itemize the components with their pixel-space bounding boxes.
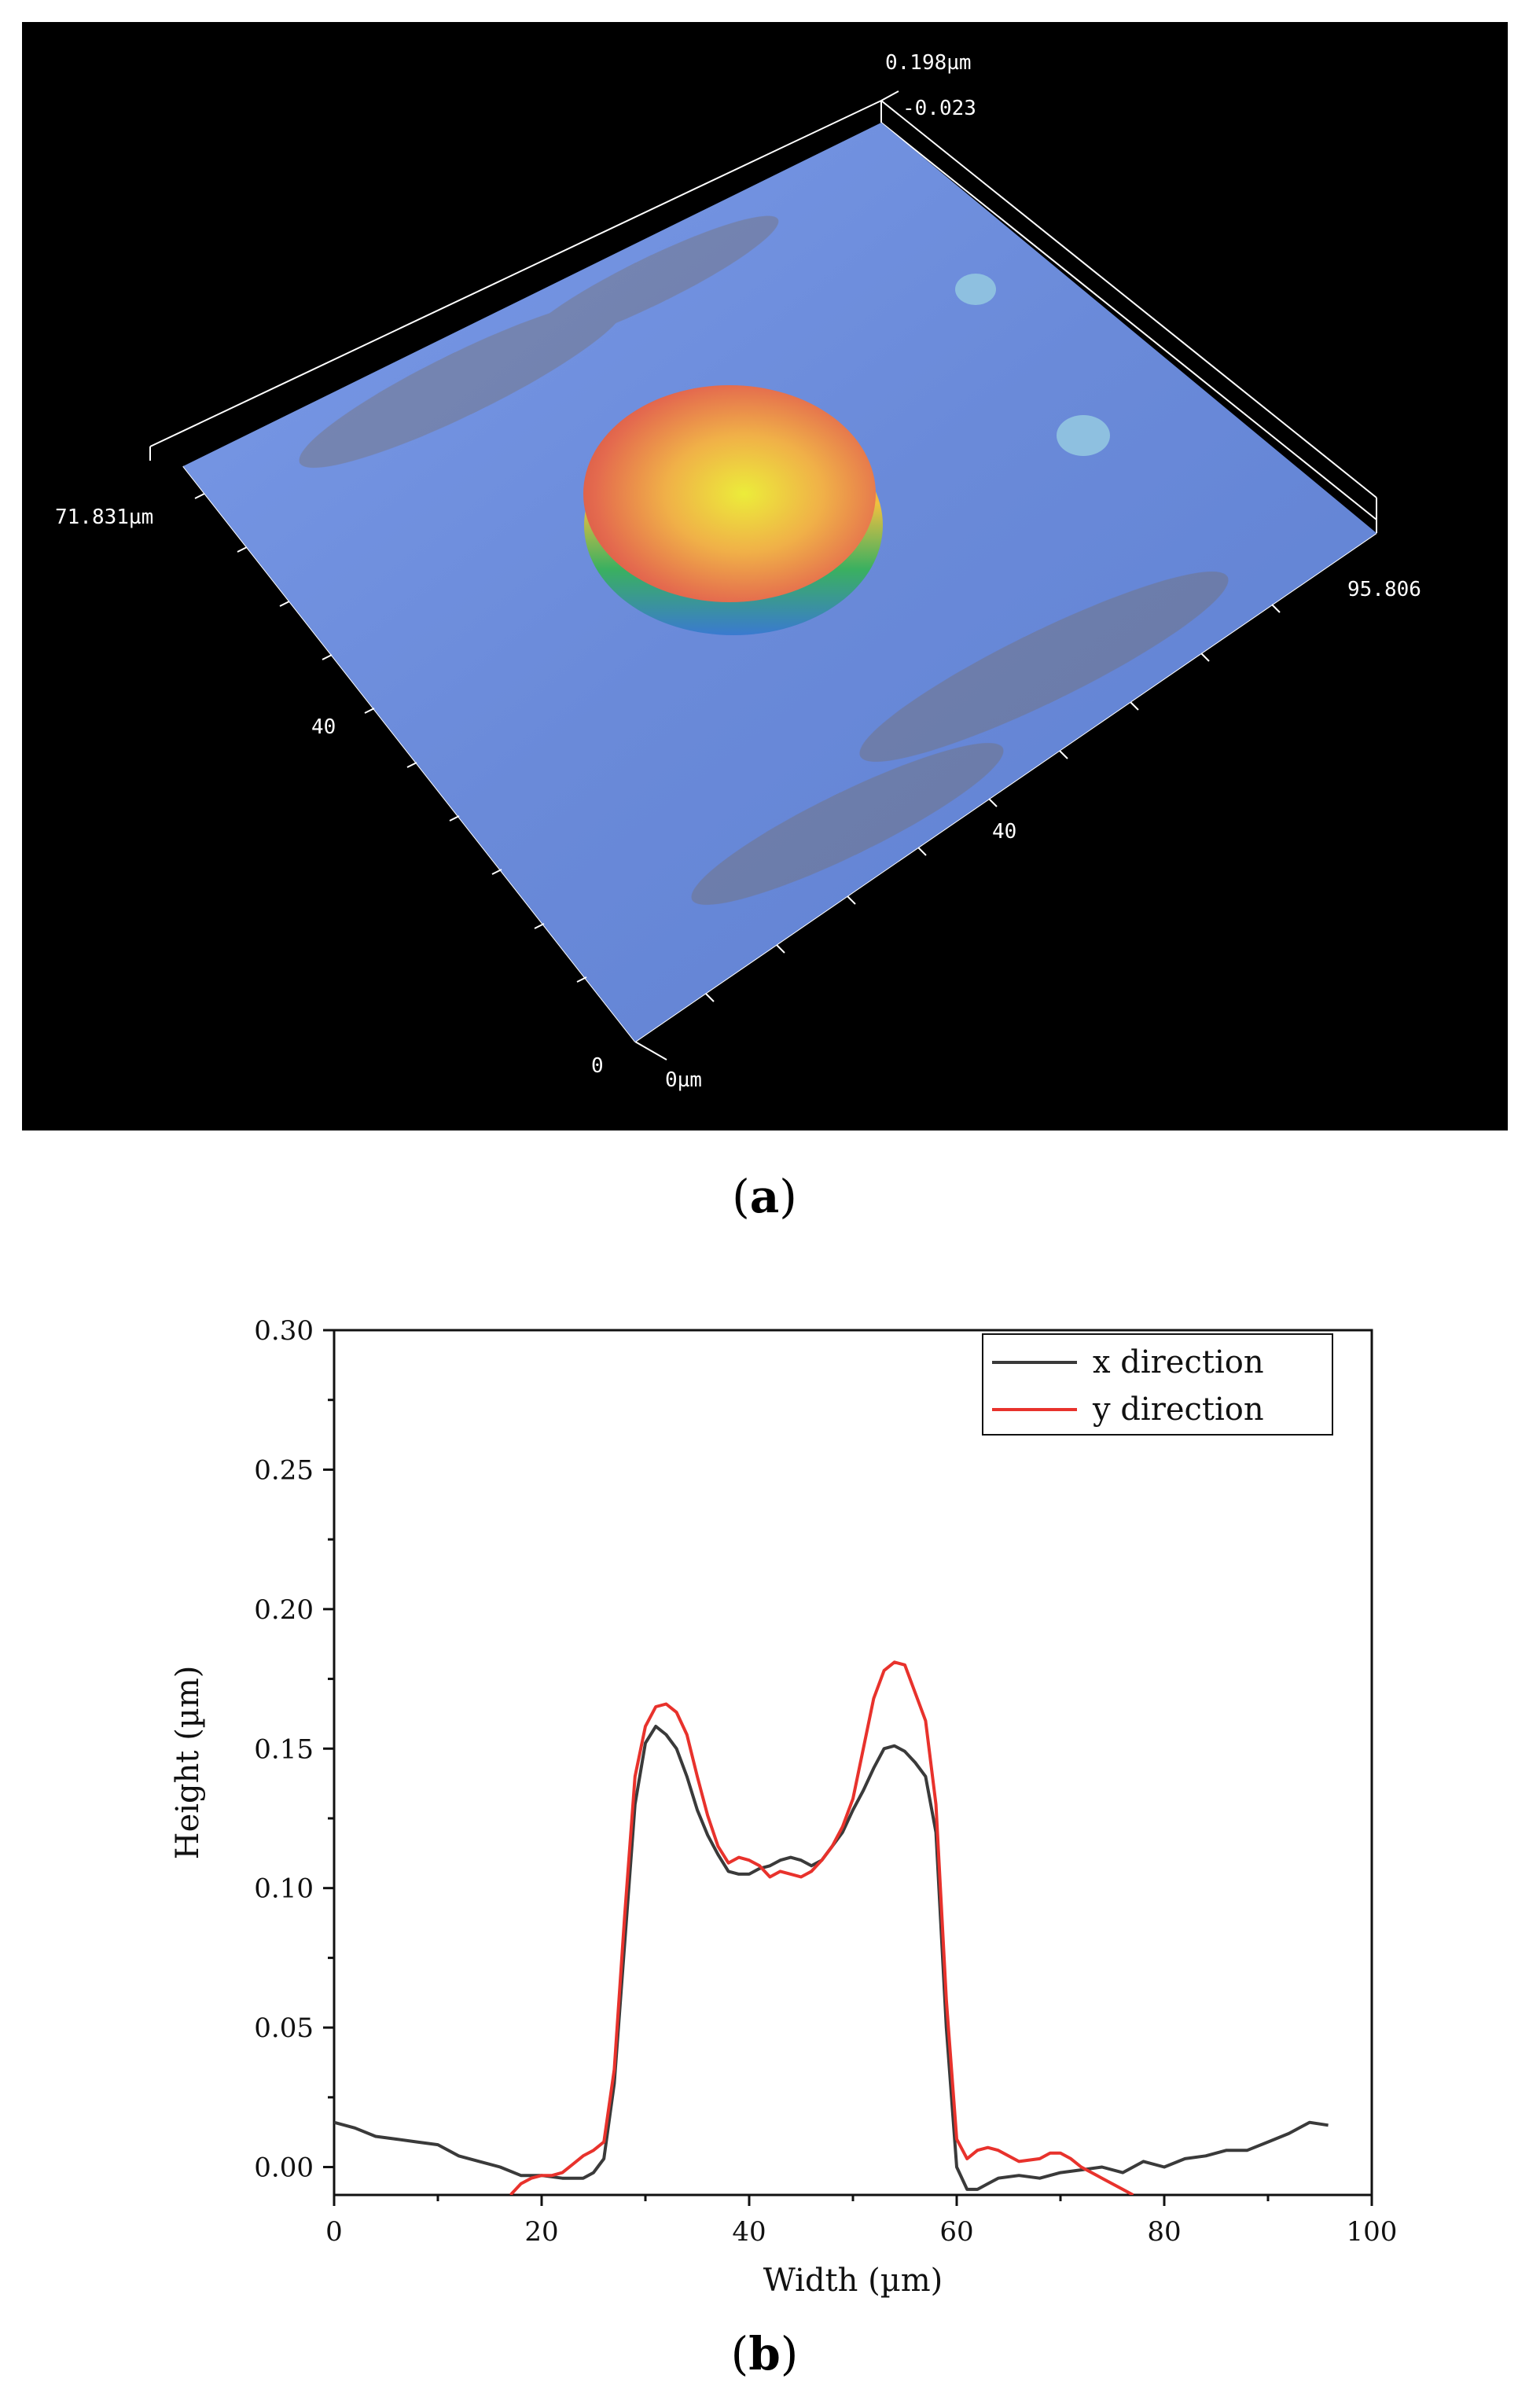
x-extent-label: 95.806 [1347,578,1421,601]
legend-label: x direction [1093,1344,1264,1380]
x-tick-label: 0 [325,2216,343,2248]
z-min-label: -0.023 [902,97,976,120]
x-tick-label: 20 [524,2216,558,2248]
z-max-label: 0.198µm [885,51,972,75]
afm-3d-image: 0.198µm -0.023 71.831µm 95.806 40 0 40 0… [22,22,1508,1130]
y-axis: 0.00 0.05 0.10 0.15 0.20 0.25 0.30 [254,1315,334,2184]
y-tick-label: 0.30 [254,1315,314,1347]
x-axis-title: Width (µm) [763,2263,943,2299]
series-layer [334,1660,1329,2195]
origin-label: 0µm [665,1068,702,1092]
y-tick-40-label: 40 [311,715,336,739]
surface-texture [299,215,1229,905]
y-tick-label: 0.15 [254,1733,314,1765]
y-tick-0-label: 0 [591,1054,604,1078]
y-tick-label: 0.00 [254,2152,314,2184]
legend-label: y direction [1092,1391,1264,1428]
legend-box [982,1333,1333,1436]
caption-b-letter: b [748,2327,781,2380]
series-line-x-direction [334,1724,1329,2191]
x-axis: 0 20 40 60 80 100 [325,2195,1397,2248]
y-tick-label: 0.25 [254,1454,314,1486]
afm-surface-render: 0.198µm -0.023 71.831µm 95.806 40 0 40 0… [55,51,1421,1092]
x-tick-label: 40 [732,2216,766,2248]
caption-a: (a) [732,1170,797,1223]
y-tick-label: 0.05 [254,2013,314,2044]
legend: x direction y direction [982,1333,1333,1436]
y-tick-label: 0.20 [254,1594,314,1626]
height-profile-chart: 0 20 40 60 80 100 0.00 0.05 0.10 0.15 0.20 0.25 0.3… [170,1315,1397,2299]
y-extent-label: 71.831µm [55,505,153,529]
small-bump [1057,415,1110,456]
caption-b: (b) [730,2327,799,2380]
afm-ticks [194,493,1281,1002]
deposited-dot [583,385,876,602]
y-axis-title: Height (µm) [170,1666,206,1860]
small-bump [955,274,996,305]
x-tick-40-label: 40 [992,820,1016,844]
y-tick-label: 0.10 [254,1873,314,1905]
series-line-y-direction [509,1660,1134,2195]
x-tick-label: 80 [1147,2216,1181,2248]
caption-a-letter: a [749,1170,780,1223]
x-tick-label: 60 [939,2216,973,2248]
plot-border [333,1329,1373,2197]
plot-frame [333,1329,1373,2197]
x-tick-label: 100 [1347,2216,1398,2248]
